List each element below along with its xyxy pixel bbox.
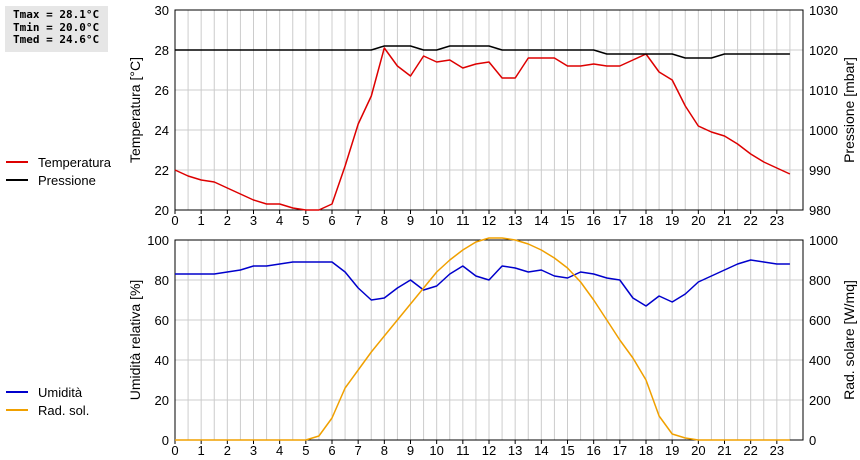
y-right-tick-label: 600 xyxy=(809,313,831,328)
x-tick-label: 18 xyxy=(639,443,653,458)
x-tick-label: 10 xyxy=(429,443,443,458)
series-line xyxy=(175,45,790,59)
stat-tmed: Tmed = 24.6°C xyxy=(13,33,100,46)
x-tick-label: 16 xyxy=(586,213,600,228)
x-tick-label: 19 xyxy=(665,443,679,458)
y-left-tick-label: 20 xyxy=(155,203,169,218)
x-tick-label: 1 xyxy=(198,443,205,458)
x-tick-label: 0 xyxy=(171,213,178,228)
y-right-tick-label: 800 xyxy=(809,273,831,288)
x-tick-label: 17 xyxy=(613,213,627,228)
x-tick-label: 3 xyxy=(250,443,257,458)
y-left-tick-label: 0 xyxy=(162,433,169,448)
legend-label: Rad. sol. xyxy=(38,403,89,418)
x-tick-label: 9 xyxy=(407,213,414,228)
x-tick-label: 16 xyxy=(586,443,600,458)
y-right-tick-label: 1000 xyxy=(809,233,838,248)
x-tick-label: 21 xyxy=(717,213,731,228)
x-tick-label: 5 xyxy=(302,443,309,458)
y-right-tick-label: 400 xyxy=(809,353,831,368)
x-tick-label: 2 xyxy=(224,443,231,458)
x-tick-label: 14 xyxy=(534,213,548,228)
x-tick-label: 8 xyxy=(381,443,388,458)
x-tick-label: 23 xyxy=(770,443,784,458)
x-tick-label: 13 xyxy=(508,213,522,228)
x-tick-label: 9 xyxy=(407,443,414,458)
x-tick-label: 11 xyxy=(456,443,470,458)
y-left-tick-label: 20 xyxy=(155,393,169,408)
x-tick-label: 10 xyxy=(429,213,443,228)
x-tick-label: 4 xyxy=(276,213,283,228)
x-tick-label: 23 xyxy=(770,213,784,228)
x-tick-label: 13 xyxy=(508,443,522,458)
x-tick-label: 2 xyxy=(224,213,231,228)
legend-label: Umidità xyxy=(38,385,83,400)
x-tick-label: 6 xyxy=(328,213,335,228)
y-left-tick-label: 24 xyxy=(155,123,169,138)
y-left-tick-label: 28 xyxy=(155,43,169,58)
x-tick-label: 0 xyxy=(171,443,178,458)
y-right-tick-label: 200 xyxy=(809,393,831,408)
stat-tmax: Tmax = 28.1°C xyxy=(13,8,100,21)
x-tick-label: 1 xyxy=(198,213,205,228)
stat-tmin: Tmin = 20.0°C xyxy=(13,20,100,34)
x-tick-label: 20 xyxy=(691,213,705,228)
x-tick-label: 8 xyxy=(381,213,388,228)
x-tick-label: 3 xyxy=(250,213,257,228)
y-right-axis-title: Rad. solare [W/mq] xyxy=(841,280,857,400)
x-tick-label: 17 xyxy=(613,443,627,458)
x-tick-label: 22 xyxy=(743,213,757,228)
x-tick-label: 6 xyxy=(328,443,335,458)
y-left-axis-title: Umidità relativa [%] xyxy=(127,280,143,401)
y-right-tick-label: 1010 xyxy=(809,83,838,98)
y-left-tick-label: 60 xyxy=(155,313,169,328)
series-line xyxy=(174,47,791,211)
x-tick-label: 18 xyxy=(639,213,653,228)
x-tick-label: 7 xyxy=(355,213,362,228)
y-right-tick-label: 1000 xyxy=(809,123,838,138)
y-left-tick-label: 30 xyxy=(155,3,169,18)
series-line xyxy=(175,237,790,441)
y-left-tick-label: 80 xyxy=(155,273,169,288)
x-tick-label: 12 xyxy=(482,213,496,228)
x-tick-label: 15 xyxy=(560,443,574,458)
x-tick-label: 5 xyxy=(302,213,309,228)
y-left-tick-label: 22 xyxy=(155,163,169,178)
y-left-tick-label: 26 xyxy=(155,83,169,98)
legend-label: Pressione xyxy=(38,173,96,188)
y-left-axis-title: Temperatura [°C] xyxy=(127,57,143,163)
x-tick-label: 7 xyxy=(355,443,362,458)
series-line xyxy=(175,259,790,307)
stats-box: Tmax = 28.1°C Tmin = 20.0°C Tmed = 24.6°C xyxy=(5,6,108,52)
y-right-tick-label: 1020 xyxy=(809,43,838,58)
x-tick-label: 22 xyxy=(743,443,757,458)
x-tick-label: 11 xyxy=(456,213,470,228)
y-right-tick-label: 990 xyxy=(809,163,831,178)
x-tick-label: 15 xyxy=(560,213,574,228)
x-tick-label: 19 xyxy=(665,213,679,228)
x-tick-label: 14 xyxy=(534,443,548,458)
y-right-tick-label: 1030 xyxy=(809,3,838,18)
y-right-tick-label: 980 xyxy=(809,203,831,218)
y-right-axis-title: Pressione [mbar] xyxy=(841,57,857,163)
x-tick-label: 20 xyxy=(691,443,705,458)
x-tick-label: 12 xyxy=(482,443,496,458)
legend-label: Temperatura xyxy=(38,155,112,170)
x-tick-label: 21 xyxy=(717,443,731,458)
y-left-tick-label: 40 xyxy=(155,353,169,368)
y-right-tick-label: 0 xyxy=(809,433,816,448)
x-tick-label: 4 xyxy=(276,443,283,458)
y-left-tick-label: 100 xyxy=(147,233,169,248)
